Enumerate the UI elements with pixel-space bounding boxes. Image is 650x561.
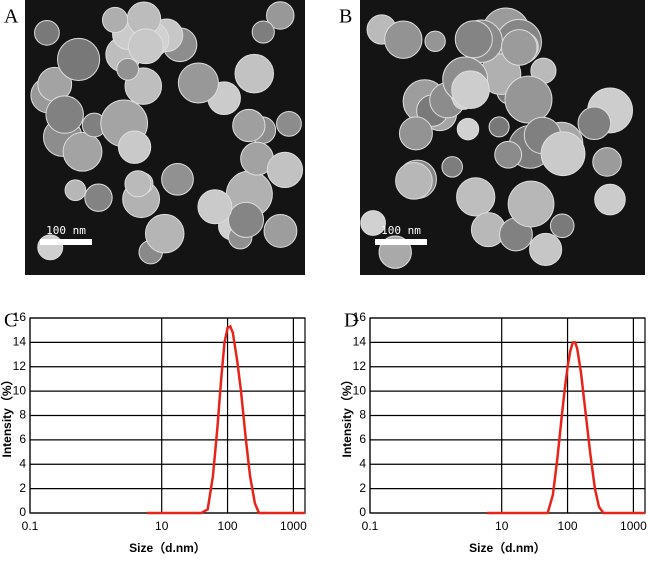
x-tick-label: 100 — [558, 519, 578, 533]
y-tick-label: 10 — [353, 383, 367, 397]
particle — [101, 6, 129, 34]
particle — [227, 201, 265, 238]
panel-label: C — [4, 310, 17, 332]
particle — [540, 131, 586, 177]
y-tick-label: 14 — [13, 335, 27, 349]
particle — [384, 20, 423, 59]
panel-label: D — [344, 310, 358, 332]
x-axis-title: Size（d.nm） — [129, 540, 206, 555]
y-tick-label: 2 — [19, 481, 26, 495]
x-tick-label: 0.1 — [22, 519, 39, 533]
particle — [57, 37, 101, 81]
data-line — [147, 324, 305, 515]
panel-label: B — [339, 6, 352, 28]
particle — [577, 106, 612, 141]
particle — [127, 28, 164, 65]
particle — [504, 75, 553, 124]
particle — [177, 62, 219, 104]
particle — [451, 70, 490, 110]
x-tick-label: 1000 — [280, 519, 307, 533]
x-tick-label: 1000 — [620, 519, 647, 533]
particle — [494, 140, 523, 169]
particle — [251, 20, 275, 44]
y-tick-label: 16 — [353, 310, 367, 324]
particle — [424, 30, 446, 52]
y-tick-label: 8 — [359, 408, 366, 422]
particle — [592, 147, 622, 177]
particle — [84, 183, 113, 212]
particle — [266, 151, 304, 189]
y-tick-label: 8 — [19, 408, 26, 422]
y-axis-title: Intensity（%） — [0, 373, 14, 457]
particle — [276, 111, 302, 137]
particle — [234, 53, 275, 94]
particle — [488, 116, 510, 138]
particle — [34, 19, 60, 46]
particle — [37, 234, 64, 261]
particle — [117, 130, 152, 164]
particle — [124, 170, 152, 198]
y-tick-label: 0 — [19, 505, 26, 519]
particle — [266, 1, 295, 30]
y-tick-label: 14 — [353, 335, 367, 349]
x-tick-label: 10 — [495, 519, 509, 533]
y-tick-label: 6 — [19, 432, 26, 446]
particle — [441, 156, 463, 178]
particle — [197, 189, 233, 225]
y-tick-label: 10 — [13, 383, 27, 397]
scale-bar — [375, 239, 427, 245]
x-tick-label: 100 — [218, 519, 238, 533]
particle — [529, 232, 563, 266]
particle — [62, 131, 103, 172]
particle — [263, 214, 298, 248]
y-tick-label: 12 — [13, 359, 27, 373]
y-tick-label: 6 — [359, 432, 366, 446]
y-tick-label: 4 — [359, 456, 366, 470]
x-tick-label: 0.1 — [362, 519, 379, 533]
particle — [360, 210, 386, 236]
particle — [398, 116, 433, 151]
panel-label: A — [4, 6, 19, 28]
particle — [507, 180, 555, 228]
scale-bar — [40, 239, 92, 245]
x-tick-label: 10 — [155, 519, 169, 533]
particle — [549, 213, 575, 239]
particle — [232, 108, 266, 143]
particle — [144, 213, 185, 254]
data-line — [487, 341, 645, 515]
y-axis-title: Intensity（%） — [339, 373, 354, 457]
scale-bar-label: 100 nm — [46, 224, 86, 237]
particle — [45, 95, 84, 134]
y-tick-label: 12 — [353, 359, 367, 373]
particle — [161, 162, 194, 196]
y-tick-label: 16 — [13, 310, 27, 324]
particle — [116, 57, 140, 81]
y-tick-label: 0 — [359, 505, 366, 519]
particle — [594, 183, 626, 216]
particle — [395, 161, 433, 200]
particles — [30, 1, 634, 269]
y-tick-label: 2 — [359, 481, 366, 495]
particle — [456, 117, 480, 141]
y-tick-label: 4 — [19, 456, 26, 470]
particle — [456, 177, 496, 217]
scale-bar-label: 100 nm — [381, 224, 421, 237]
particle — [64, 179, 87, 202]
x-axis-title: Size（d.nm） — [469, 540, 546, 555]
particle — [454, 20, 493, 59]
particle — [500, 29, 538, 66]
